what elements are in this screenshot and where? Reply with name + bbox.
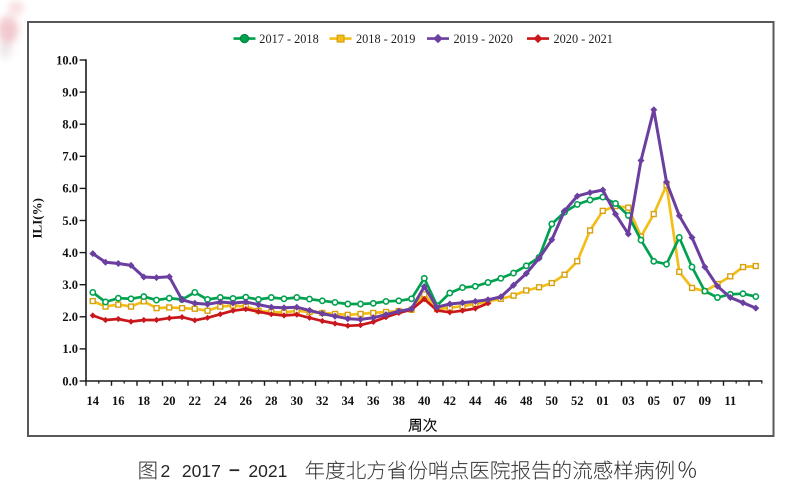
svg-text:30: 30: [291, 394, 304, 408]
svg-text:40: 40: [418, 394, 431, 408]
svg-text:01: 01: [597, 394, 610, 408]
svg-text:0.0: 0.0: [62, 374, 78, 388]
svg-text:14: 14: [87, 394, 100, 408]
svg-text:2018 - 2019: 2018 - 2019: [356, 32, 415, 46]
svg-text:03: 03: [622, 394, 635, 408]
svg-text:2: 2: [161, 461, 171, 481]
svg-text:44: 44: [469, 394, 482, 408]
svg-text:28: 28: [265, 394, 278, 408]
svg-text:32: 32: [316, 394, 329, 408]
svg-text:36: 36: [367, 394, 380, 408]
svg-text:1.0: 1.0: [62, 342, 78, 356]
svg-text:5.0: 5.0: [62, 214, 78, 228]
svg-text:22: 22: [189, 394, 202, 408]
svg-text:46: 46: [495, 394, 508, 408]
svg-text:16: 16: [112, 394, 125, 408]
svg-text:18: 18: [138, 394, 151, 408]
svg-text:4.0: 4.0: [62, 246, 78, 260]
svg-text:2020 - 2021: 2020 - 2021: [554, 32, 613, 46]
svg-text:8.0: 8.0: [62, 118, 78, 132]
svg-text:20: 20: [163, 394, 176, 408]
svg-text:3.0: 3.0: [62, 278, 78, 292]
svg-text:42: 42: [444, 394, 457, 408]
svg-text:38: 38: [393, 394, 406, 408]
svg-text:7.0: 7.0: [62, 150, 78, 164]
svg-text:2017 - 2018: 2017 - 2018: [259, 32, 318, 46]
svg-text:2017: 2017: [182, 461, 221, 481]
svg-text:10.0: 10.0: [56, 53, 78, 67]
svg-text:24: 24: [214, 394, 227, 408]
svg-text:9.0: 9.0: [62, 85, 78, 99]
svg-text:ILI(%): ILI(%): [30, 198, 45, 238]
svg-text:34: 34: [342, 394, 355, 408]
svg-text:52: 52: [571, 394, 584, 408]
svg-text:05: 05: [648, 394, 661, 408]
svg-text:11: 11: [724, 394, 736, 408]
svg-text:50: 50: [546, 394, 559, 408]
svg-text:48: 48: [520, 394, 533, 408]
svg-text:09: 09: [699, 394, 712, 408]
svg-text:6.0: 6.0: [62, 182, 78, 196]
svg-text:2.0: 2.0: [62, 310, 78, 324]
svg-text:2019 - 2020: 2019 - 2020: [454, 32, 513, 46]
svg-text:26: 26: [240, 394, 253, 408]
svg-text:2021: 2021: [248, 461, 287, 481]
svg-text:07: 07: [673, 394, 686, 408]
